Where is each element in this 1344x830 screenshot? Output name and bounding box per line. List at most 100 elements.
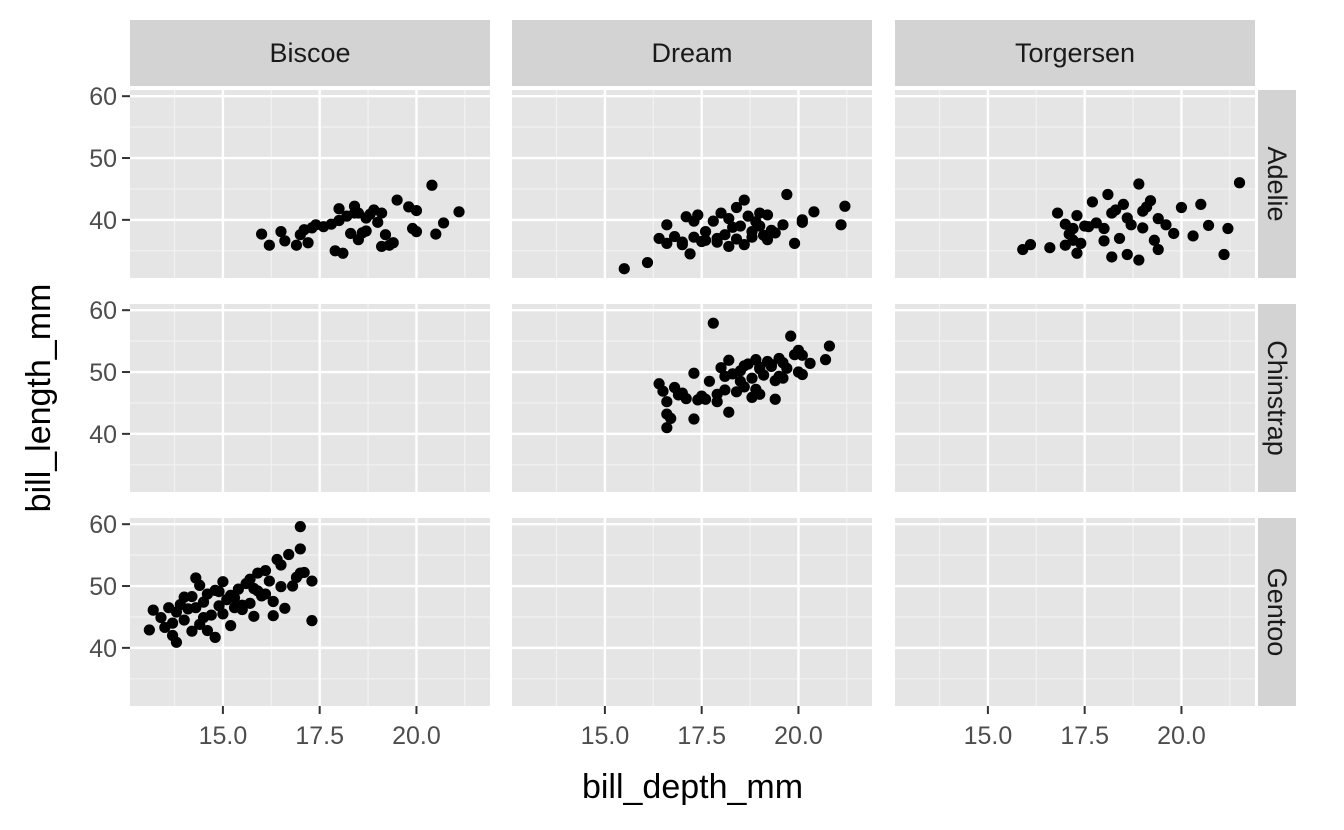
x-tick-label: 15.0: [199, 722, 248, 750]
data-point: [306, 615, 318, 627]
data-point: [796, 349, 808, 361]
data-point: [1195, 198, 1207, 211]
x-tick-label: 20.0: [392, 722, 441, 750]
data-point: [761, 234, 774, 246]
data-point: [788, 237, 801, 249]
x-tick-label: 17.5: [677, 722, 726, 750]
data-point: [808, 206, 820, 218]
y-tick-label: 50: [89, 573, 117, 601]
data-point: [1079, 220, 1091, 232]
panel-torgersen-chinstrap: [895, 304, 1255, 492]
data-point: [194, 618, 206, 630]
data-point: [256, 228, 268, 240]
data-point: [746, 372, 758, 384]
data-point: [765, 359, 777, 371]
panel-background: [512, 90, 872, 278]
data-point: [379, 229, 392, 241]
data-point: [1071, 209, 1083, 222]
data-point: [259, 588, 272, 600]
data-point: [364, 208, 376, 220]
data-point: [453, 206, 465, 218]
data-point: [310, 219, 322, 231]
data-point: [1133, 178, 1145, 190]
data-point: [294, 543, 306, 555]
data-point: [1121, 248, 1133, 261]
data-point: [1098, 222, 1110, 235]
data-point: [839, 200, 851, 212]
panels: [130, 90, 1255, 706]
data-point: [267, 610, 279, 622]
panel-background: [512, 518, 872, 706]
data-point: [1051, 207, 1064, 219]
data-point: [688, 367, 700, 379]
data-point: [1090, 217, 1102, 229]
data-point: [1067, 222, 1079, 235]
data-point: [225, 620, 237, 632]
data-point: [430, 228, 442, 240]
data-point: [248, 610, 260, 622]
data-point: [1233, 177, 1246, 189]
strip-label-adelie: Adelie: [1262, 146, 1292, 221]
x-tick-label: 20.0: [1157, 722, 1206, 750]
data-point: [819, 354, 832, 366]
strip-label-dream: Dream: [651, 38, 732, 68]
data-point: [376, 207, 388, 219]
data-point: [754, 361, 766, 373]
data-point: [715, 207, 727, 219]
data-point: [1148, 234, 1160, 246]
y-tick-label: 60: [89, 511, 117, 539]
data-point: [661, 396, 673, 408]
data-point: [352, 234, 364, 246]
data-point: [217, 608, 229, 620]
data-point: [1160, 219, 1172, 231]
data-point: [1144, 195, 1157, 207]
panel-biscoe-chinstrap: [130, 304, 490, 492]
data-point: [773, 352, 785, 365]
data-point: [391, 194, 403, 206]
panel-background: [895, 518, 1255, 706]
data-point: [781, 362, 793, 374]
data-point: [711, 232, 723, 245]
data-point: [1152, 243, 1164, 256]
data-point: [217, 576, 229, 588]
data-point: [406, 222, 419, 235]
data-point: [143, 624, 155, 636]
data-point: [190, 572, 202, 584]
strip-biscoe: [130, 20, 490, 86]
data-point: [703, 375, 716, 387]
data-point: [1152, 213, 1164, 225]
strip-label-torgersen: Torgersen: [1015, 38, 1135, 68]
axes: 40 50 60 40 50 60 40 50 60 15.0 17.5 20.0 15.0 17.5 20…: [89, 83, 1206, 750]
data-point: [283, 548, 295, 561]
data-point: [835, 219, 847, 231]
data-point: [661, 219, 673, 231]
panel-torgersen-adelie: [895, 90, 1255, 278]
data-point: [155, 611, 167, 624]
data-point: [781, 188, 793, 201]
x-tick-label: 15.0: [964, 722, 1013, 750]
panel-background: [895, 304, 1255, 492]
data-point: [1067, 234, 1079, 246]
data-point: [267, 595, 279, 608]
data-point: [1168, 227, 1180, 240]
data-point: [333, 203, 345, 215]
data-point: [734, 375, 746, 387]
data-point: [286, 580, 299, 592]
data-point: [1024, 239, 1037, 251]
data-point: [178, 591, 190, 603]
data-point: [147, 604, 159, 616]
strip-gentoo: [1258, 518, 1296, 706]
data-point: [166, 617, 179, 629]
x-tick-label: 17.5: [1060, 722, 1109, 750]
data-point: [723, 406, 735, 418]
data-point: [707, 317, 719, 329]
panel-biscoe-adelie: [130, 90, 490, 278]
data-point: [792, 366, 805, 378]
data-point: [723, 213, 735, 225]
data-point: [337, 247, 349, 259]
panel-background: [895, 90, 1255, 278]
data-point: [1071, 247, 1083, 259]
data-point: [734, 220, 746, 232]
data-point: [170, 636, 183, 648]
data-point: [1106, 251, 1118, 263]
